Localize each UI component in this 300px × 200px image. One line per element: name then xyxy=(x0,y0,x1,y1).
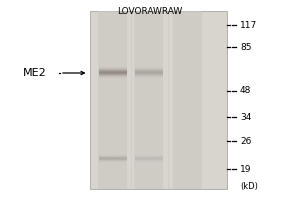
Bar xyxy=(98,11,127,189)
Text: 85: 85 xyxy=(240,43,251,51)
Text: 117: 117 xyxy=(240,21,257,29)
Bar xyxy=(173,11,202,189)
Bar xyxy=(134,11,163,189)
Text: 34: 34 xyxy=(240,112,251,121)
Text: 26: 26 xyxy=(240,136,251,146)
Text: ME2: ME2 xyxy=(23,68,46,78)
Bar xyxy=(90,11,226,189)
Text: (kD): (kD) xyxy=(240,182,258,190)
Text: 19: 19 xyxy=(240,164,251,173)
Text: LOVORAWRAW: LOVORAWRAW xyxy=(117,7,183,16)
Text: 48: 48 xyxy=(240,86,251,95)
